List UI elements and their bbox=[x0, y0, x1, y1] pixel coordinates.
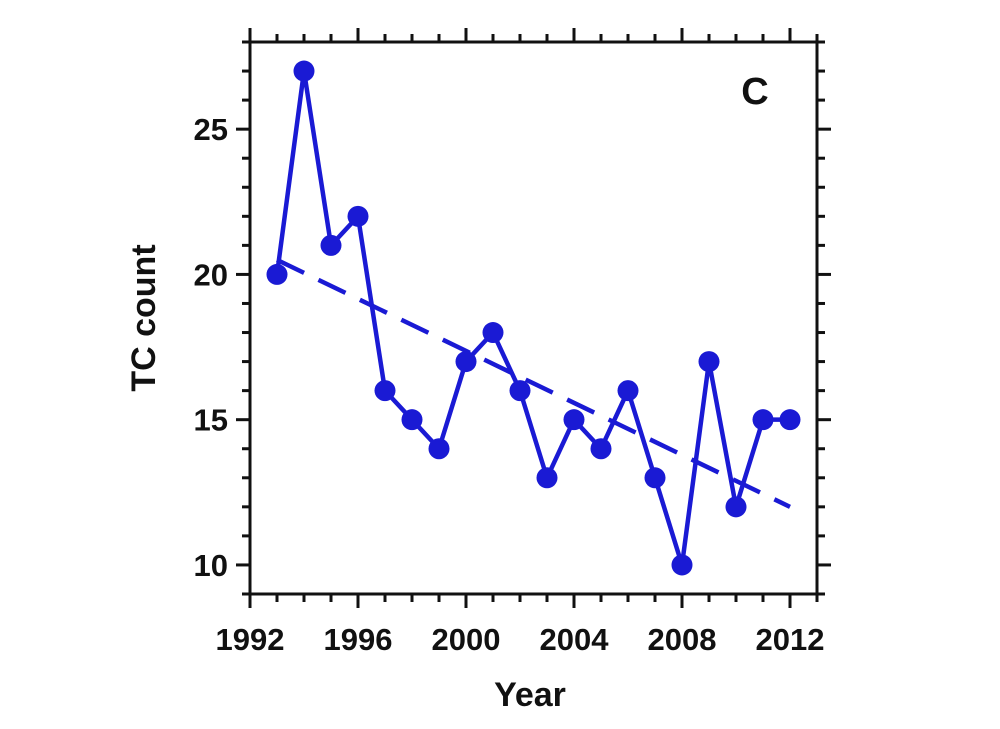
data-point bbox=[644, 467, 666, 489]
x-tick-label: 2008 bbox=[648, 622, 717, 657]
data-point bbox=[401, 409, 423, 431]
x-tick-label: 1996 bbox=[324, 622, 393, 657]
data-point bbox=[320, 234, 342, 256]
x-axis-title: Year bbox=[494, 676, 566, 714]
plot-frame bbox=[248, 40, 819, 596]
data-point bbox=[752, 409, 774, 431]
data-point bbox=[509, 380, 531, 402]
x-tick-label: 2000 bbox=[432, 622, 501, 657]
series-line bbox=[274, 68, 790, 568]
data-point bbox=[347, 205, 369, 227]
data-point bbox=[482, 322, 504, 344]
data-point bbox=[374, 380, 396, 402]
data-point bbox=[590, 438, 612, 460]
y-tick-label: 20 bbox=[194, 257, 228, 292]
data-point bbox=[266, 263, 288, 285]
x-tick-label: 2012 bbox=[756, 622, 825, 657]
data-point bbox=[698, 351, 720, 373]
y-axis-title: TC count bbox=[125, 244, 163, 391]
data-point bbox=[779, 409, 801, 431]
data-point bbox=[617, 380, 639, 402]
data-point bbox=[293, 60, 315, 82]
y-tick-label: 15 bbox=[194, 403, 228, 438]
data-point bbox=[563, 409, 585, 431]
trend-line bbox=[276, 257, 791, 509]
data-point bbox=[671, 554, 693, 576]
data-point bbox=[725, 496, 747, 518]
data-point bbox=[455, 351, 477, 373]
panel-label: C bbox=[741, 71, 768, 113]
y-tick-label: 10 bbox=[194, 548, 228, 583]
data-point bbox=[428, 438, 450, 460]
x-tick-label: 2004 bbox=[540, 622, 610, 657]
y-tick-label: 25 bbox=[194, 112, 228, 147]
x-tick-label: 1992 bbox=[216, 622, 285, 657]
data-point bbox=[536, 467, 558, 489]
